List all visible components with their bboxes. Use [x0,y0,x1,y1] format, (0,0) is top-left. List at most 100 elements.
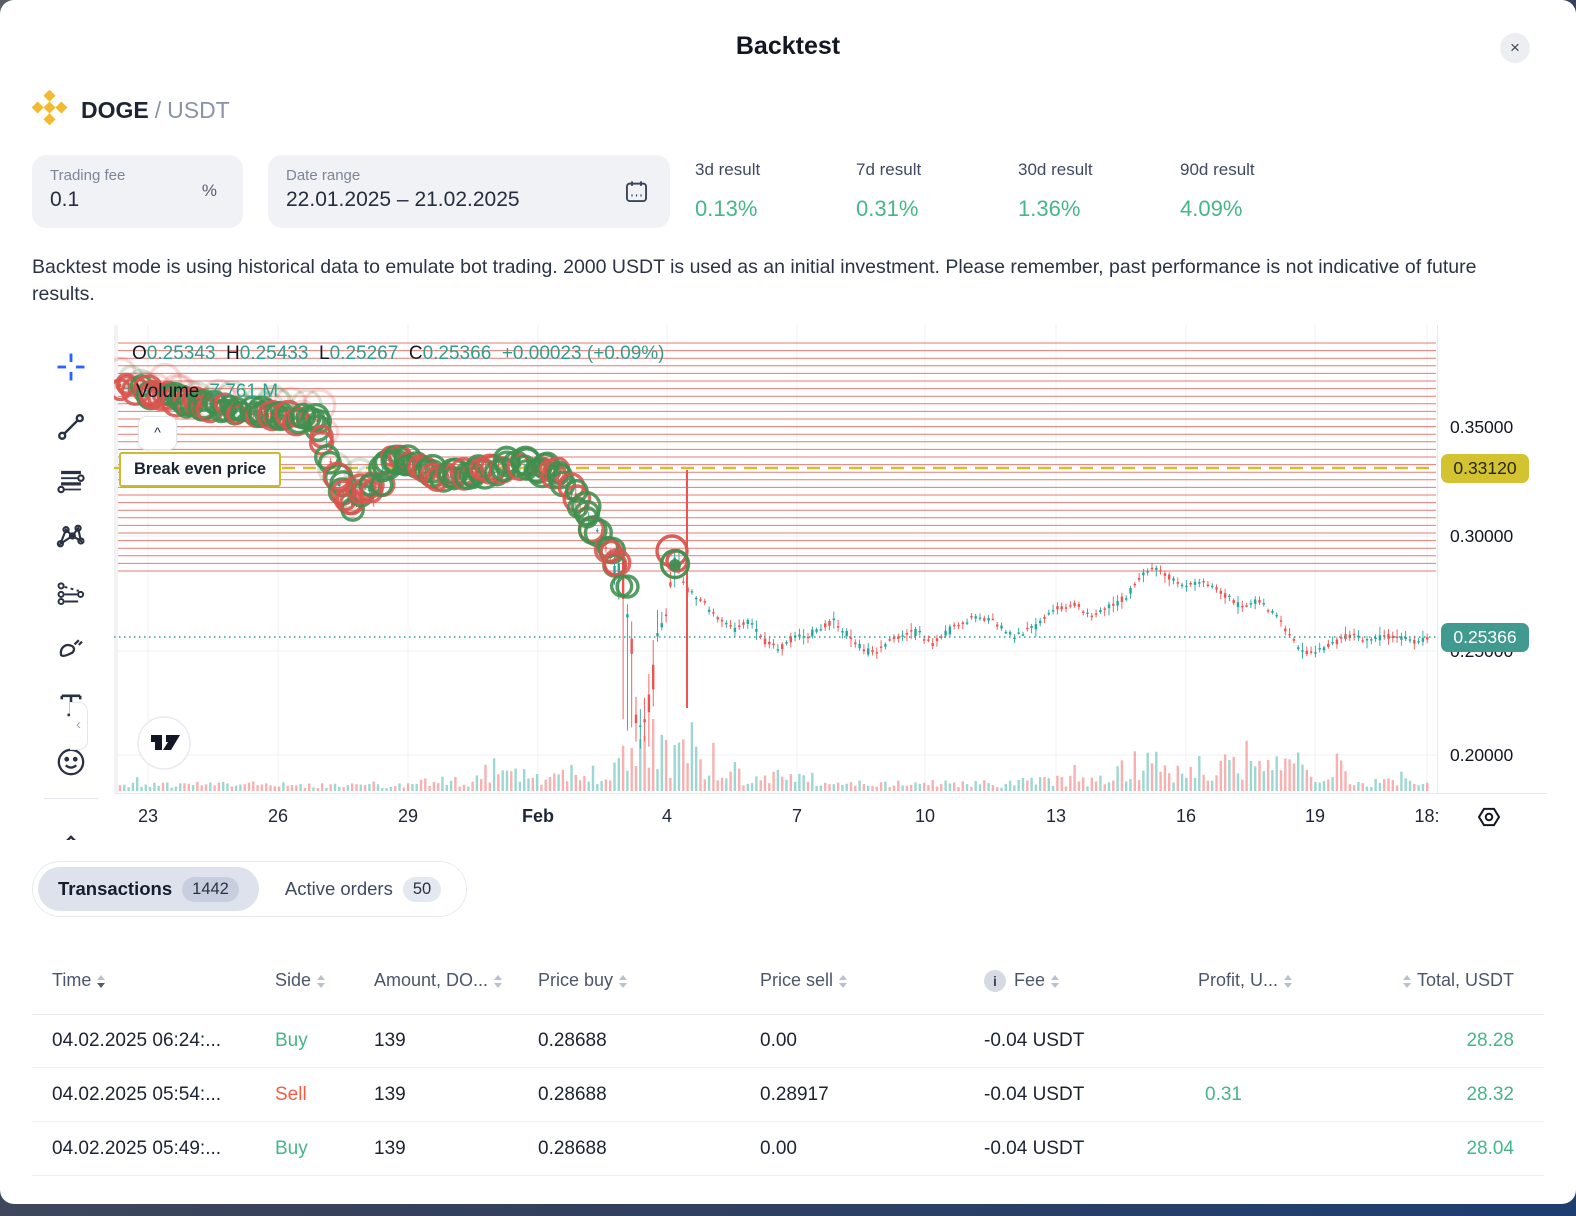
time-tick: 7 [791,806,803,826]
chart-canvas[interactable]: O0.25343 H0.25433 L0.25267 C0.25366 +0.0… [114,325,1436,793]
sort-icon[interactable] [619,975,628,988]
column-header-fee[interactable]: i Fee [984,970,1065,993]
calendar-icon[interactable] [623,178,650,210]
result-7d: 7d result 0.31% [856,160,922,221]
sort-icon[interactable] [97,975,106,988]
ohlc-change: +0.00023 (+0.09%) [501,343,665,364]
cell-price_sell: 0.28917 [760,1084,829,1105]
crosshair-icon[interactable] [54,350,88,384]
trading-fee-value[interactable]: 0.1 [50,188,80,211]
time-tick: 10 [914,806,936,826]
time-tick: 19 [1304,806,1326,826]
cell-side: Buy [275,1030,308,1051]
page-title: Backtest [735,32,841,60]
cell-price_buy: 0.28688 [538,1138,607,1159]
trend-line-icon[interactable] [54,410,88,444]
tab-active-orders[interactable]: Active orders 50 [265,867,461,911]
pair-name: DOGE / USDT [81,97,230,124]
column-header-amount[interactable]: Amount, DO... [374,970,508,991]
date-range-field[interactable]: Date range 22.01.2025 – 21.02.2025 [268,155,670,228]
ruler-icon[interactable] [54,817,88,840]
last-price-badge: 0.25366 [1441,623,1529,652]
cell-total: 28.32 [1466,1084,1514,1105]
time-tick: 13 [1045,806,1067,826]
collapse-up-icon[interactable]: ^ [138,416,177,450]
table-header: Time Side Amount, DO... Price buy Price sell… [0,950,1576,1014]
pair-separator: / [154,96,162,123]
brush-icon[interactable] [54,631,88,665]
pair-quote: USDT [167,96,230,123]
settings-icon[interactable] [1474,802,1504,837]
price-tick: 0.20000 [1450,745,1514,765]
cell-fee: -0.04 USDT [984,1138,1085,1159]
time-tick: 29 [397,806,419,826]
cell-price_buy: 0.28688 [538,1030,607,1051]
time-tick: 23 [137,806,159,826]
info-icon[interactable]: i [984,970,1006,993]
result-90d: 90d result 4.09% [1180,160,1255,221]
sort-icon[interactable] [1402,975,1411,988]
volume-legend: Volume 7.761 M [136,381,279,402]
price-tick: 0.30000 [1450,526,1514,546]
price-scale[interactable]: 0.350000.300000.250000.200000.331200.253… [1437,325,1548,793]
table-tabs: Transactions 1442 Active orders 50 [32,861,468,917]
chart-area: ‹ O0.25343 H0.25433 L0.25267 C0.25366 +0… [0,325,1576,840]
time-tick: Feb [521,806,555,826]
header-divider [32,1014,1544,1015]
emoji-icon[interactable] [54,745,88,779]
column-header-side[interactable]: Side [275,970,331,991]
time-tick: 4 [661,806,673,826]
tab-transactions[interactable]: Transactions 1442 [38,867,259,911]
ohlc-legend: O0.25343 H0.25433 L0.25267 C0.25366 +0.0… [132,343,665,364]
candlestick-chart[interactable] [114,325,1436,793]
column-header-total[interactable]: Total, USDT [1397,970,1514,991]
volume-value: 7.761 M [209,381,279,402]
cell-amount: 139 [374,1030,406,1051]
sort-icon[interactable] [494,975,503,988]
cell-total: 28.04 [1466,1138,1514,1159]
table-row: 04.02.2025 05:49:... Buy 139 0.28688 0.00 -0.… [0,1122,1576,1176]
binance-icon [31,89,68,130]
cell-total: 28.28 [1466,1030,1514,1051]
column-header-profit[interactable]: Profit, U... [1198,970,1298,991]
cell-price_buy: 0.28688 [538,1084,607,1105]
close-icon[interactable]: × [1500,33,1530,63]
cell-amount: 139 [374,1138,406,1159]
xabcd-pattern-icon[interactable] [54,519,88,553]
cell-fee: -0.04 USDT [984,1084,1085,1105]
toolbar-divider [44,798,98,799]
sort-icon[interactable] [839,975,848,988]
cell-time: 04.02.2025 05:54:... [52,1084,222,1105]
date-range-value[interactable]: 22.01.2025 – 21.02.2025 [286,188,520,211]
date-range-label: Date range [286,167,361,184]
time-axis[interactable]: 23 26 29 Feb 4 7 10 13 16 19 18: [114,793,1547,841]
column-header-price_buy[interactable]: Price buy [538,970,633,991]
break-even-price-badge: 0.33120 [1441,454,1529,483]
cell-profit: 0.31 [1205,1084,1242,1105]
trading-pair: DOGE / USDT [31,89,230,130]
trading-fee-suffix: % [201,181,217,200]
column-header-time[interactable]: Time [52,970,111,991]
backtest-description: Backtest mode is using historical data t… [32,256,1477,305]
collapse-left-icon[interactable]: ‹ [70,702,88,750]
tab-count-badge: 1442 [182,876,239,902]
trading-fee-field[interactable]: Trading fee 0.1 % [32,155,243,228]
horizontal-lines-icon[interactable] [54,464,88,498]
cell-time: 04.02.2025 05:49:... [52,1138,222,1159]
cell-price_sell: 0.00 [760,1030,797,1051]
projection-icon[interactable] [54,576,88,610]
time-tick: 26 [267,806,289,826]
sort-icon[interactable] [317,975,326,988]
time-tick: 16 [1175,806,1197,826]
sort-icon[interactable] [1051,975,1060,988]
table-row: 04.02.2025 06:24:... Buy 139 0.28688 0.00 -0.… [0,1014,1576,1068]
sort-icon[interactable] [1284,975,1293,988]
break-even-tooltip: Break even price [119,452,282,487]
price-tick: 0.35000 [1450,417,1514,437]
cell-side: Buy [275,1138,308,1159]
trading-fee-label: Trading fee [50,167,126,184]
column-header-price_sell[interactable]: Price sell [760,970,853,991]
time-tick: 18: [1414,806,1440,826]
cell-time: 04.02.2025 06:24:... [52,1030,222,1051]
